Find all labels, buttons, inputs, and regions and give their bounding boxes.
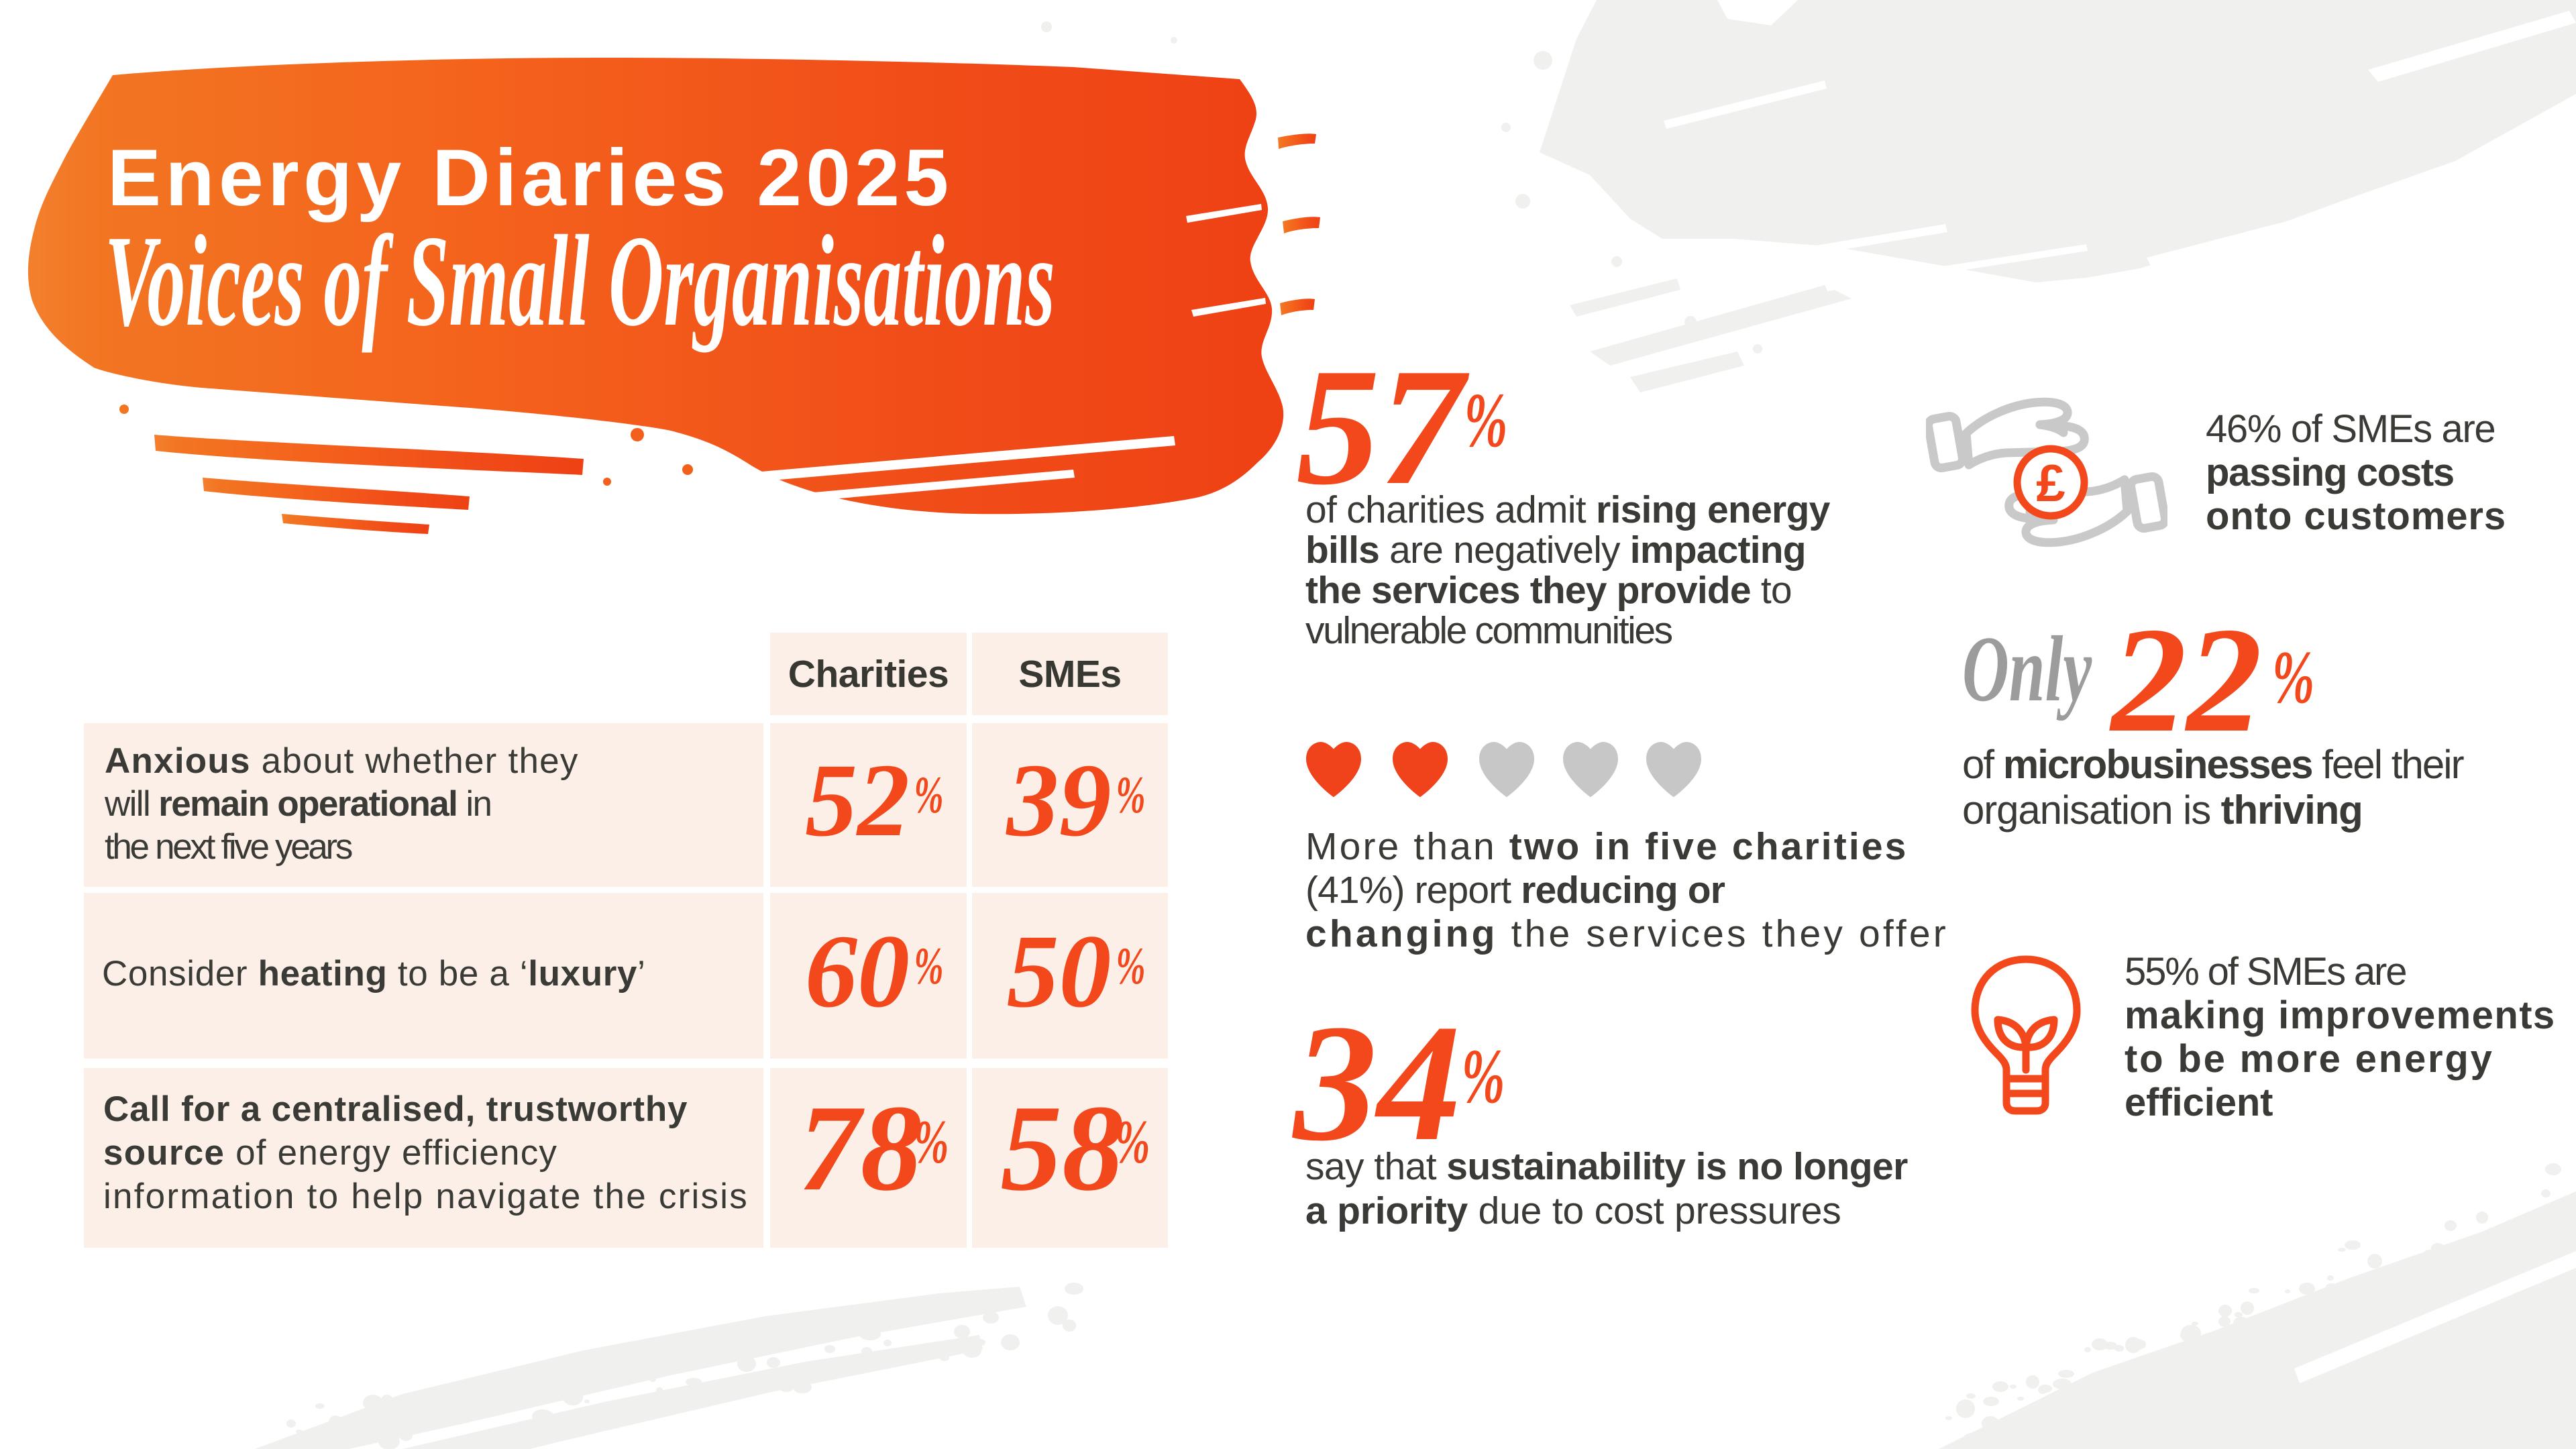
svg-text:£: £ bbox=[2036, 453, 2065, 513]
